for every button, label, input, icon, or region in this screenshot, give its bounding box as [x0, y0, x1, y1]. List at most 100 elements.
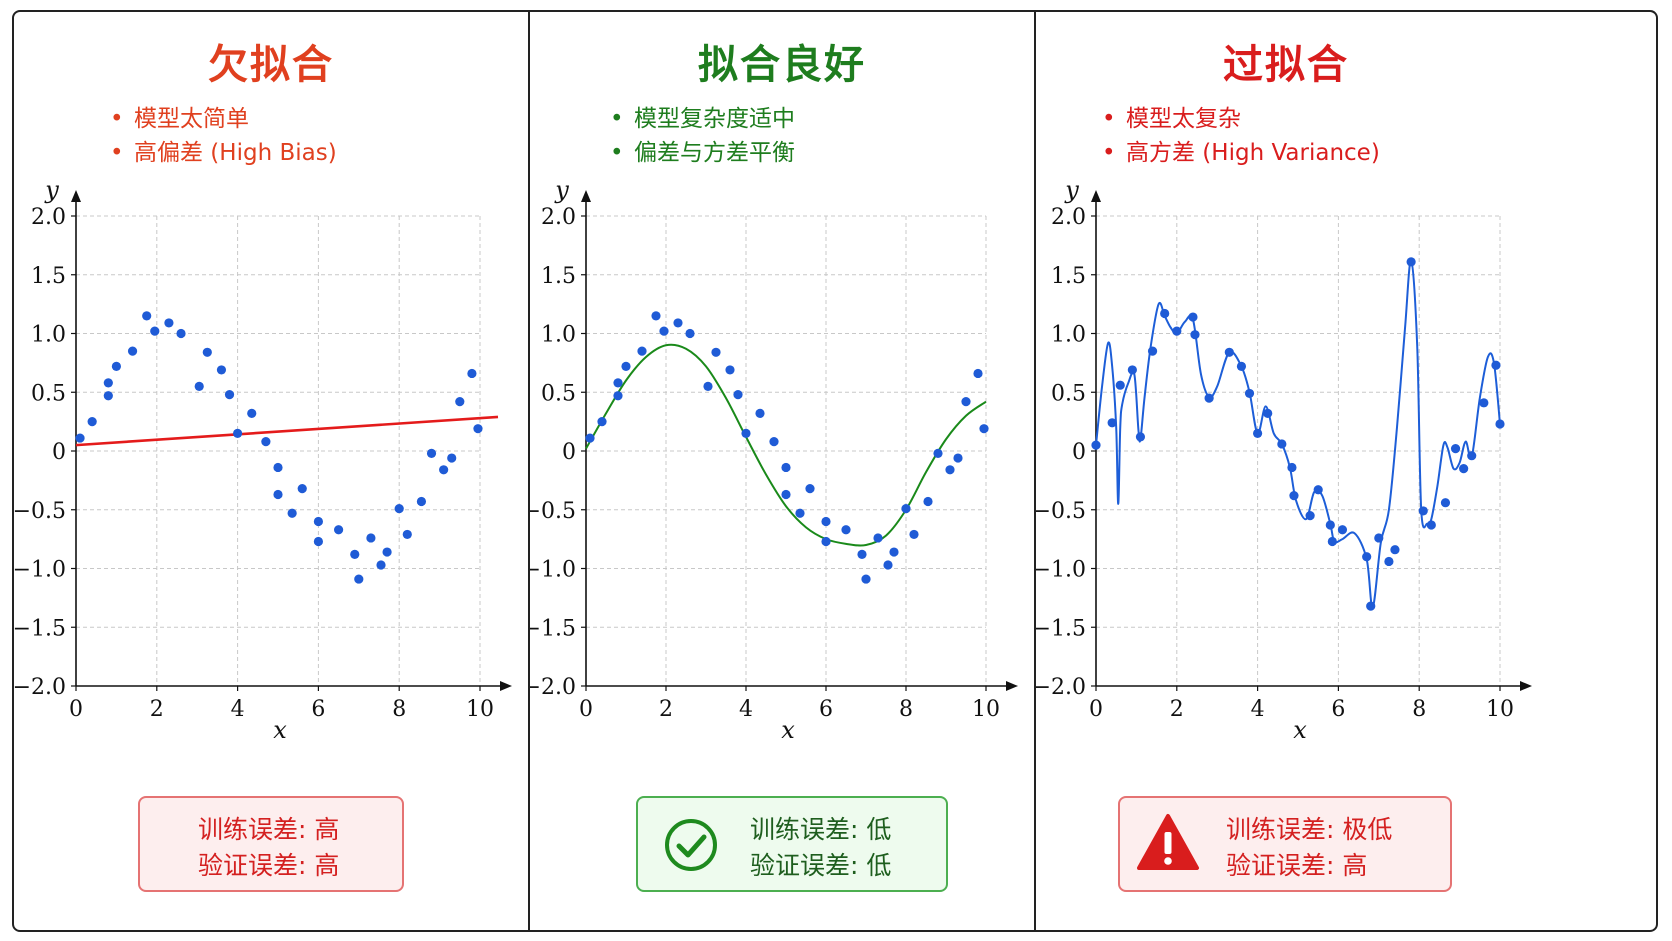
data-point — [233, 428, 243, 438]
data-point — [1440, 498, 1451, 508]
data-point — [613, 391, 623, 401]
x-tick-label: 10 — [1486, 697, 1514, 722]
data-point — [1450, 444, 1461, 454]
data-point — [103, 378, 113, 388]
bullet-list: 模型太简单 高偏差 (High Bias) — [106, 102, 337, 170]
data-point — [394, 503, 404, 514]
data-point — [1190, 330, 1200, 340]
warning-triangle-icon — [1137, 814, 1199, 870]
x-axis-arrow — [500, 681, 512, 691]
data-point — [945, 465, 955, 475]
y-tick-label: 2.0 — [31, 205, 66, 230]
data-point — [703, 381, 713, 391]
panel-title: 拟合良好 — [698, 42, 866, 88]
data-point — [261, 437, 271, 447]
data-point — [103, 391, 113, 401]
data-point — [585, 433, 595, 443]
data-point — [382, 547, 392, 557]
data-point — [597, 417, 607, 427]
data-point — [1127, 365, 1137, 375]
data-point — [376, 560, 386, 570]
x-tick-label: 4 — [231, 697, 245, 722]
x-tick-label: 6 — [819, 697, 833, 722]
x-axis-label: x — [781, 716, 795, 744]
y-tick-label: 0 — [1072, 440, 1086, 465]
data-point — [1253, 428, 1263, 438]
y-tick-label: 1.5 — [541, 264, 576, 289]
x-tick-label: 0 — [579, 697, 593, 722]
data-point — [889, 547, 899, 557]
y-tick-label: 0.5 — [1051, 381, 1086, 406]
val-error-text: 验证误差: 低 — [750, 851, 892, 880]
data-point — [87, 417, 97, 427]
data-point — [402, 529, 412, 540]
figure-frame — [12, 10, 1658, 932]
data-point — [273, 462, 283, 473]
data-point — [841, 525, 851, 535]
data-point — [216, 365, 227, 375]
x-tick-label: 0 — [1089, 697, 1103, 722]
x-axis-label: x — [1293, 716, 1307, 744]
data-point — [953, 453, 963, 463]
x-tick-label: 8 — [392, 697, 406, 722]
y-tick-label: −2.0 — [1036, 675, 1086, 700]
data-point — [1384, 556, 1394, 567]
y-tick-label: 0 — [562, 440, 576, 465]
data-point — [1263, 408, 1273, 418]
data-point — [1327, 536, 1337, 547]
overfit-panel: 过拟合 模型太复杂 高方差 (High Variance) 0 2 4 6 8 10 2.0… — [1036, 10, 1656, 932]
data-point — [755, 408, 765, 418]
data-point — [1236, 361, 1247, 371]
y-tick-label: −0.5 — [530, 499, 576, 524]
data-point — [224, 390, 235, 400]
bullet-list: 模型复杂度适中 偏差与方差平衡 — [606, 102, 795, 170]
error-box: 训练误差: 高 验证误差: 高 — [138, 796, 404, 892]
data-point — [1491, 360, 1501, 370]
fit-curve — [1095, 259, 1501, 609]
data-point — [659, 326, 669, 336]
data-point — [142, 311, 152, 321]
data-point — [637, 346, 647, 356]
data-point — [297, 484, 307, 494]
data-point — [75, 433, 85, 443]
data-point — [1188, 312, 1198, 322]
x-tick-label: 8 — [1412, 697, 1426, 722]
data-point — [821, 536, 831, 547]
data-point — [1390, 545, 1400, 555]
data-point — [202, 347, 212, 357]
data-point — [164, 318, 174, 328]
y-tick-label: −2.0 — [530, 675, 576, 700]
data-point — [194, 381, 204, 391]
data-point — [883, 560, 893, 570]
y-tick-label: 0 — [52, 440, 66, 465]
data-point — [873, 533, 883, 543]
data-point — [1204, 393, 1214, 403]
data-point — [805, 484, 815, 494]
data-point — [711, 347, 721, 357]
data-point — [273, 489, 283, 500]
data-point — [1313, 485, 1323, 495]
data-point — [733, 390, 743, 400]
data-point — [861, 574, 871, 584]
data-point — [447, 453, 457, 463]
y-tick-label: 0.5 — [31, 381, 66, 406]
x-tick-label: 10 — [466, 697, 494, 722]
x-tick-label: 0 — [69, 697, 83, 722]
fit-curve — [585, 343, 987, 547]
y-axis-arrow — [71, 190, 81, 202]
y-tick-label: −1.5 — [1036, 616, 1086, 641]
data-point — [979, 424, 989, 434]
data-point — [313, 536, 323, 547]
y-tick-label: 1.5 — [1051, 264, 1086, 289]
data-point — [781, 462, 791, 473]
data-point — [621, 361, 631, 371]
data-point — [1374, 533, 1384, 543]
data-point — [313, 516, 323, 527]
y-axis-arrow — [581, 190, 591, 202]
y-tick-label: 1.0 — [31, 323, 66, 348]
data-point — [1224, 347, 1234, 357]
data-point — [473, 424, 483, 434]
data-point — [354, 574, 364, 584]
data-point — [673, 318, 683, 328]
panel-divider — [528, 10, 530, 932]
